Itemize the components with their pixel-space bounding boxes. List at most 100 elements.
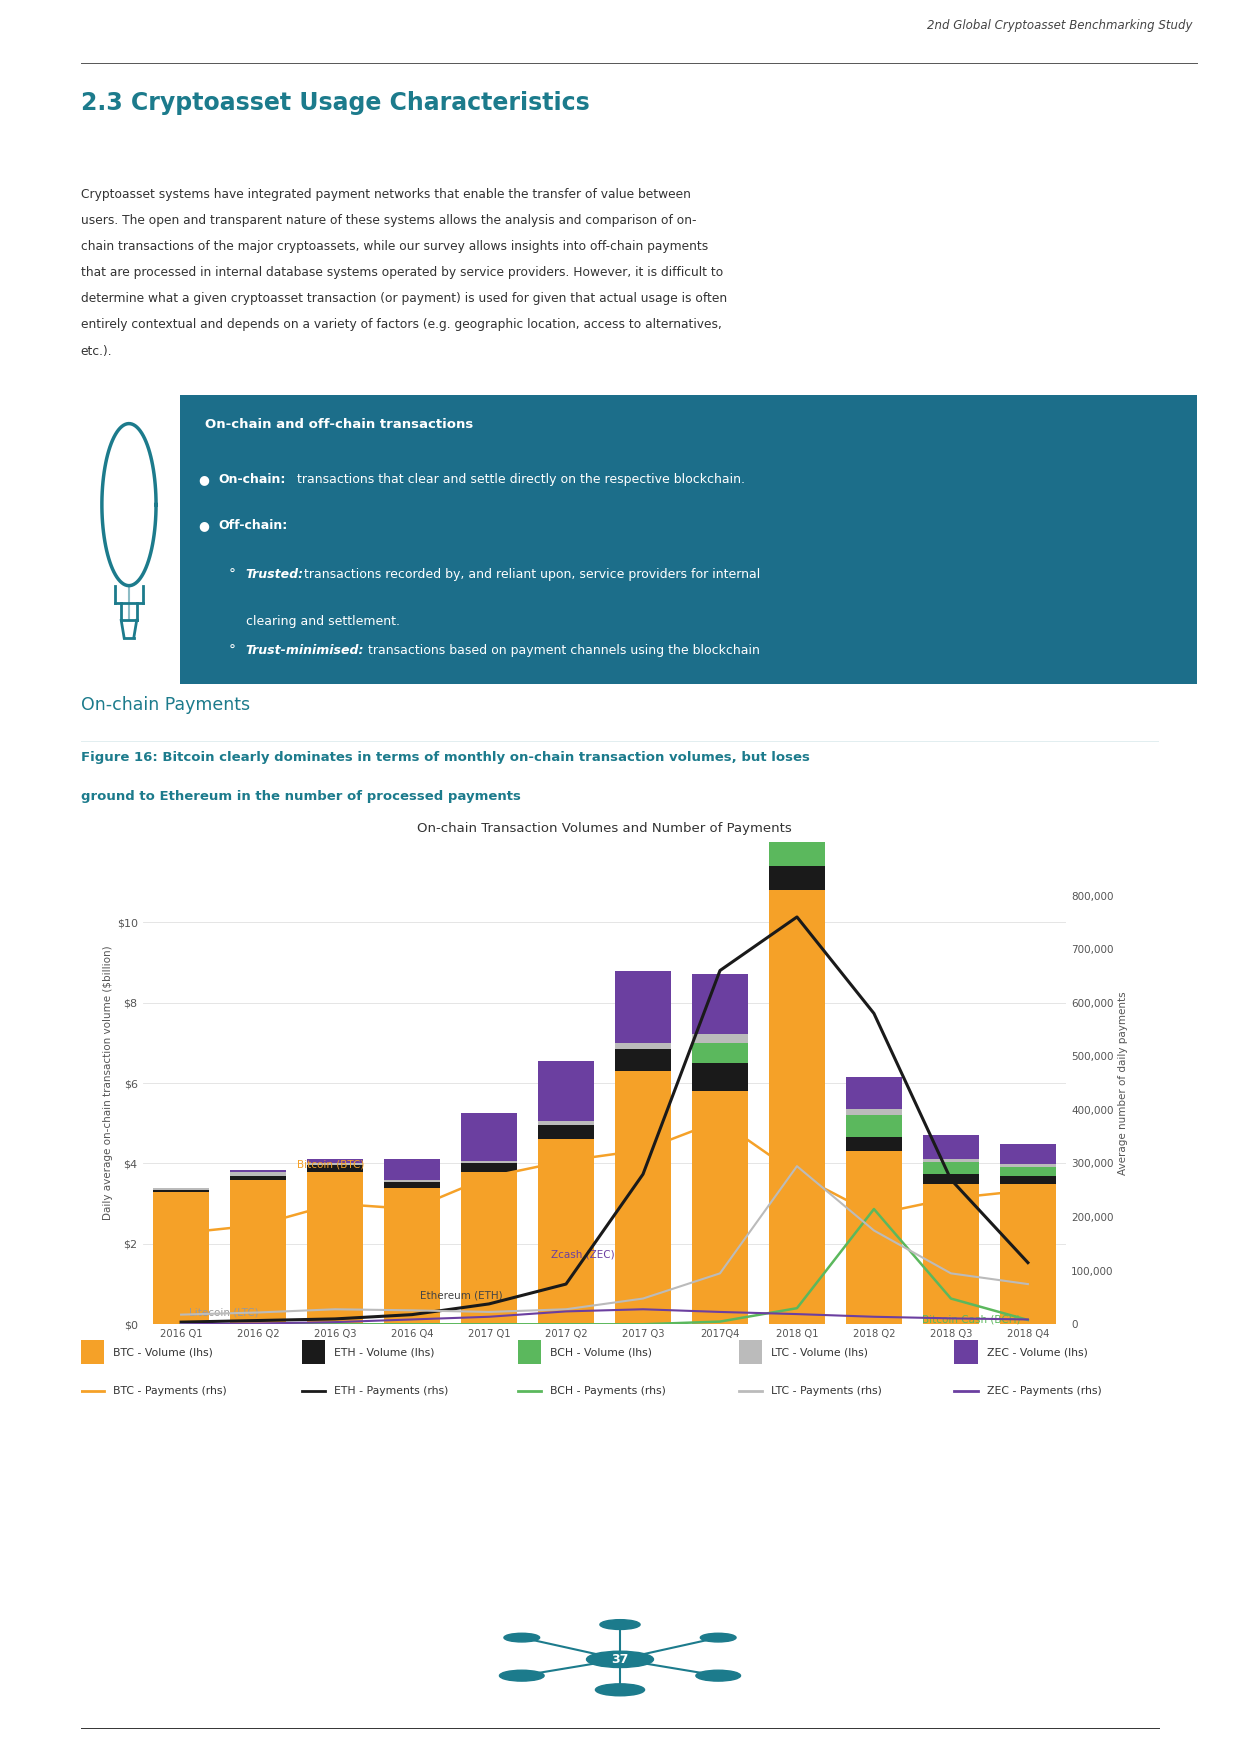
Bar xyxy=(461,1163,517,1172)
Text: exclusively for settlement.: exclusively for settlement. xyxy=(246,689,412,703)
Text: transactions recorded by, and reliant upon, service providers for internal: transactions recorded by, and reliant up… xyxy=(304,568,760,581)
Bar xyxy=(308,1165,363,1172)
Text: LTC - Payments (rhs): LTC - Payments (rhs) xyxy=(771,1386,882,1396)
Bar xyxy=(1001,1175,1055,1184)
Bar xyxy=(769,889,825,1324)
Bar xyxy=(231,1172,285,1175)
Bar xyxy=(308,1159,363,1163)
Bar xyxy=(538,1126,594,1140)
Bar xyxy=(384,1187,440,1324)
Bar xyxy=(924,1184,978,1324)
Bar xyxy=(517,1340,541,1365)
Bar xyxy=(924,1163,978,1173)
Text: transactions that clear and settle directly on the respective blockchain.: transactions that clear and settle direc… xyxy=(296,474,745,486)
Bar xyxy=(308,1163,363,1165)
Bar xyxy=(692,973,748,1035)
Bar xyxy=(692,1063,748,1091)
Bar xyxy=(955,1340,978,1365)
Circle shape xyxy=(503,1633,539,1642)
Text: ground to Ethereum in the number of processed payments: ground to Ethereum in the number of proc… xyxy=(81,789,521,803)
Text: On-chain:: On-chain: xyxy=(218,474,285,486)
Text: Off-chain:: Off-chain: xyxy=(218,519,288,531)
Bar xyxy=(461,1114,517,1161)
Bar xyxy=(615,1049,671,1072)
Text: ●: ● xyxy=(198,474,210,486)
Text: Cryptoasset systems have integrated payment networks that enable the transfer of: Cryptoasset systems have integrated paym… xyxy=(81,188,691,200)
Title: On-chain Transaction Volumes and Number of Payments: On-chain Transaction Volumes and Number … xyxy=(417,823,792,835)
Text: BTC - Payments (rhs): BTC - Payments (rhs) xyxy=(113,1386,227,1396)
Text: BCH - Volume (lhs): BCH - Volume (lhs) xyxy=(549,1347,652,1358)
Text: transactions based on payment channels using the blockchain: transactions based on payment channels u… xyxy=(368,644,760,656)
Bar xyxy=(846,1116,901,1137)
Bar xyxy=(154,1191,208,1324)
Text: 37: 37 xyxy=(611,1652,629,1666)
Bar xyxy=(538,1140,594,1324)
Bar xyxy=(384,1182,440,1187)
Bar xyxy=(384,1180,440,1182)
Text: Bitcoin Cash (BCH): Bitcoin Cash (BCH) xyxy=(921,1314,1021,1324)
Bar xyxy=(615,1044,671,1049)
Bar xyxy=(769,828,825,838)
Text: users. The open and transparent nature of these systems allows the analysis and : users. The open and transparent nature o… xyxy=(81,214,696,226)
Bar xyxy=(692,1044,748,1063)
Bar xyxy=(231,1170,285,1172)
Text: LTC - Volume (lhs): LTC - Volume (lhs) xyxy=(771,1347,868,1358)
Text: Trust-minimised:: Trust-minimised: xyxy=(246,644,365,656)
Bar xyxy=(924,1135,978,1159)
Circle shape xyxy=(500,1670,544,1680)
Bar xyxy=(769,838,825,866)
Text: Ethereum (ETH): Ethereum (ETH) xyxy=(419,1291,502,1300)
Bar xyxy=(301,1340,325,1365)
Bar xyxy=(769,866,825,889)
Bar xyxy=(1001,1166,1055,1175)
Bar xyxy=(769,788,825,828)
Text: ETH - Volume (lhs): ETH - Volume (lhs) xyxy=(334,1347,434,1358)
Bar xyxy=(846,1109,901,1116)
Text: BTC - Volume (lhs): BTC - Volume (lhs) xyxy=(113,1347,213,1358)
Text: BCH - Payments (rhs): BCH - Payments (rhs) xyxy=(549,1386,666,1396)
Text: Figure 16: Bitcoin clearly dominates in terms of monthly on-chain transaction vo: Figure 16: Bitcoin clearly dominates in … xyxy=(81,751,810,765)
Text: °: ° xyxy=(228,568,236,582)
Text: °: ° xyxy=(228,644,236,658)
Bar xyxy=(308,1172,363,1324)
Text: ZEC - Payments (rhs): ZEC - Payments (rhs) xyxy=(987,1386,1101,1396)
Bar xyxy=(924,1173,978,1184)
Bar xyxy=(538,1121,594,1126)
Y-axis label: Average number of daily payments: Average number of daily payments xyxy=(1118,991,1128,1175)
Bar xyxy=(615,970,671,1044)
Text: etc.).: etc.). xyxy=(81,344,113,358)
Text: ZEC - Volume (lhs): ZEC - Volume (lhs) xyxy=(987,1347,1087,1358)
Bar xyxy=(846,1137,901,1151)
Bar xyxy=(692,1035,748,1044)
Bar xyxy=(231,1179,285,1324)
Bar xyxy=(846,1077,901,1109)
Bar xyxy=(1001,1184,1055,1324)
Circle shape xyxy=(595,1684,645,1696)
Circle shape xyxy=(600,1619,640,1629)
Bar xyxy=(1001,1144,1055,1165)
Text: ETH - Payments (rhs): ETH - Payments (rhs) xyxy=(334,1386,449,1396)
Text: Bitcoin (BTC): Bitcoin (BTC) xyxy=(296,1159,365,1170)
Y-axis label: Daily average on-chain transaction volume ($billion): Daily average on-chain transaction volum… xyxy=(103,945,113,1221)
Text: clearing and settlement.: clearing and settlement. xyxy=(246,614,399,628)
Text: On-chain Payments: On-chain Payments xyxy=(81,696,249,714)
Bar xyxy=(154,1189,208,1191)
Bar xyxy=(615,1072,671,1324)
Bar xyxy=(461,1172,517,1324)
Text: Litecoin (LTC): Litecoin (LTC) xyxy=(188,1307,258,1317)
Bar xyxy=(692,1091,748,1324)
Bar xyxy=(538,1061,594,1121)
Text: chain transactions of the major cryptoassets, while our survey allows insights i: chain transactions of the major cryptoas… xyxy=(81,240,708,253)
Bar xyxy=(461,1161,517,1163)
Bar xyxy=(1001,1165,1055,1166)
Text: ●: ● xyxy=(198,519,210,531)
Text: 2nd Global Cryptoasset Benchmarking Study: 2nd Global Cryptoasset Benchmarking Stud… xyxy=(928,19,1193,32)
Bar xyxy=(231,1175,285,1179)
Bar xyxy=(924,1159,978,1163)
Bar xyxy=(846,1151,901,1324)
Bar xyxy=(739,1340,763,1365)
Text: On-chain and off-chain transactions: On-chain and off-chain transactions xyxy=(205,417,474,431)
Bar xyxy=(384,1159,440,1180)
Text: that are processed in internal database systems operated by service providers. H: that are processed in internal database … xyxy=(81,267,723,279)
Text: entirely contextual and depends on a variety of factors (e.g. geographic locatio: entirely contextual and depends on a var… xyxy=(81,319,722,332)
